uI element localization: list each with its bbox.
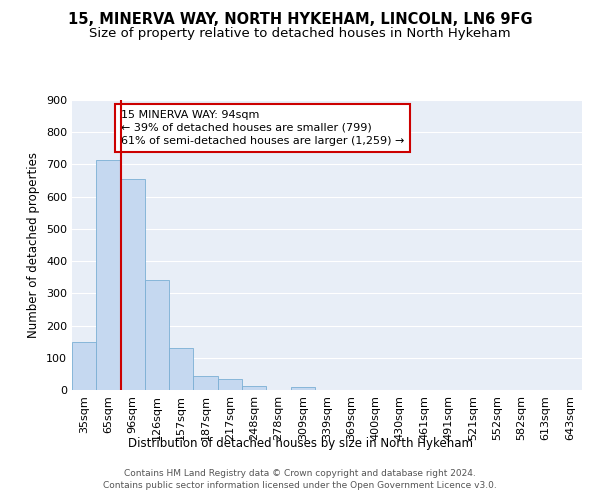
Bar	[218, 380, 242, 390]
Text: Distribution of detached houses by size in North Hykeham: Distribution of detached houses by size …	[128, 438, 473, 450]
Text: 15 MINERVA WAY: 94sqm
← 39% of detached houses are smaller (799)
61% of semi-det: 15 MINERVA WAY: 94sqm ← 39% of detached …	[121, 110, 404, 146]
Text: Size of property relative to detached houses in North Hykeham: Size of property relative to detached ho…	[89, 28, 511, 40]
Bar	[290, 387, 315, 390]
Bar	[96, 160, 121, 390]
Text: Contains HM Land Registry data © Crown copyright and database right 2024.
Contai: Contains HM Land Registry data © Crown c…	[103, 468, 497, 490]
Text: 15, MINERVA WAY, NORTH HYKEHAM, LINCOLN, LN6 9FG: 15, MINERVA WAY, NORTH HYKEHAM, LINCOLN,…	[68, 12, 532, 28]
Y-axis label: Number of detached properties: Number of detached properties	[28, 152, 40, 338]
Bar	[242, 386, 266, 390]
Bar	[121, 179, 145, 390]
Bar	[145, 280, 169, 390]
Bar	[72, 342, 96, 390]
Bar	[169, 348, 193, 390]
Bar	[193, 376, 218, 390]
